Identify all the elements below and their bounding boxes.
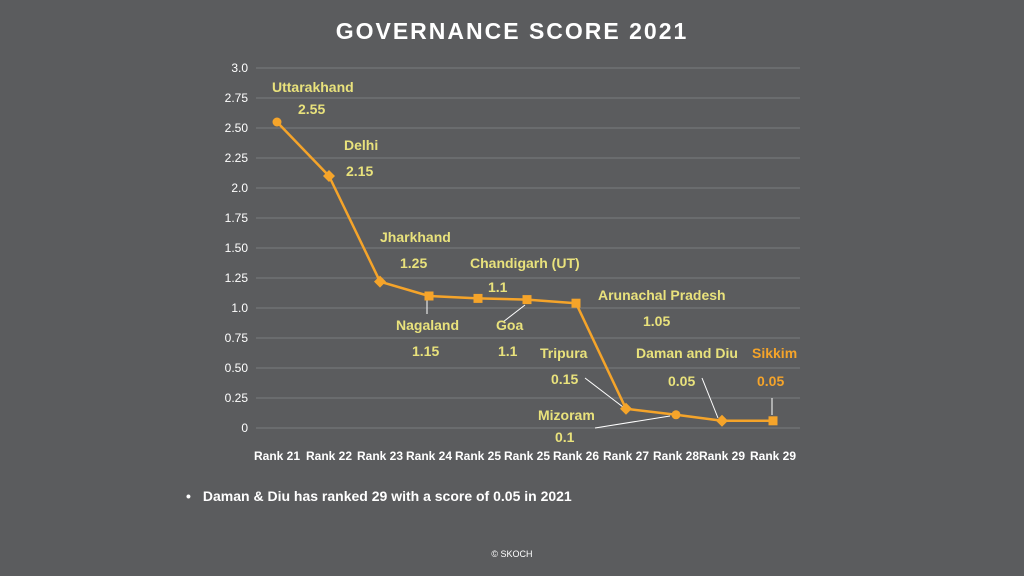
data-point xyxy=(323,170,335,182)
point-value-label: 2.55 xyxy=(298,101,325,117)
x-tick-label: Rank 25 xyxy=(455,449,501,463)
point-value-label: 2.15 xyxy=(346,163,373,179)
point-value-label: 0.05 xyxy=(668,373,695,389)
point-value-label: 0.05 xyxy=(757,373,784,389)
leader-line xyxy=(594,415,671,429)
y-tick-label: 0.50 xyxy=(225,361,249,375)
x-tick-label: Rank 24 xyxy=(406,449,452,463)
point-name-label: Goa xyxy=(496,317,523,333)
point-value-label: 1.25 xyxy=(400,255,427,271)
y-tick-label: 2.0 xyxy=(231,181,248,195)
x-tick-label: Rank 22 xyxy=(306,449,352,463)
point-name-label: Arunachal Pradesh xyxy=(598,287,726,303)
point-value-label: 1.1 xyxy=(488,279,508,295)
point-value-label: 0.15 xyxy=(551,371,578,387)
y-tick-label: 1.0 xyxy=(231,301,248,315)
y-tick-label: 2.75 xyxy=(225,91,249,105)
point-name-label: Mizoram xyxy=(538,407,595,423)
data-point xyxy=(620,402,632,415)
point-name-label: Jharkhand xyxy=(380,229,451,245)
data-point xyxy=(473,293,483,303)
y-tick-label: 0 xyxy=(241,421,248,435)
point-name-label: Nagaland xyxy=(396,317,459,333)
x-tick-label: Rank 29 xyxy=(750,449,796,463)
copyright-footer: © SKOCH xyxy=(491,549,533,559)
data-point xyxy=(571,298,581,308)
x-tick-label: Rank 23 xyxy=(357,449,403,463)
y-tick-label: 3.0 xyxy=(231,61,248,75)
governance-line-chart: 0 0.25 0.50 0.75 1.0 1.25 1.50 1.75 2.0 2.25 2.50 2… xyxy=(225,61,800,463)
data-point xyxy=(671,410,681,420)
point-value-label: 1.15 xyxy=(412,343,439,359)
leader-line xyxy=(701,377,719,419)
point-value-label: 0.1 xyxy=(555,429,575,445)
x-tick-label: Rank 27 xyxy=(603,449,649,463)
point-value-label: 1.1 xyxy=(498,343,518,359)
x-tick-label: Rank 25 xyxy=(504,449,550,463)
leader-line xyxy=(502,304,526,323)
point-name-label: Sikkim xyxy=(752,345,797,361)
point-name-label: Chandigarh (UT) xyxy=(470,255,580,271)
data-point xyxy=(716,414,728,427)
point-name-label: Daman and Diu xyxy=(636,345,738,361)
data-point xyxy=(272,117,282,127)
point-name-label: Tripura xyxy=(540,345,588,361)
x-tick-label: Rank 29 xyxy=(699,449,745,463)
bullet-text: Daman & Diu has ranked 29 with a score o… xyxy=(202,488,572,504)
y-tick-label: 2.25 xyxy=(225,151,249,165)
y-tick-label: 1.50 xyxy=(225,241,249,255)
y-tick-label: 2.50 xyxy=(225,121,249,135)
x-tick-label: Rank 21 xyxy=(254,449,300,463)
point-name-label: Uttarakhand xyxy=(272,79,354,95)
point-value-label: 1.05 xyxy=(643,313,670,329)
data-point xyxy=(522,295,532,305)
y-tick-label: 0.75 xyxy=(225,331,249,345)
y-tick-label: 1.75 xyxy=(225,211,249,225)
bullet-dot: • xyxy=(186,488,191,504)
chart-title: GOVERNANCE SCORE 2021 xyxy=(335,18,689,44)
point-name-label: Delhi xyxy=(344,137,378,153)
y-tick-label: 0.25 xyxy=(225,391,249,405)
y-tick-label: 1.25 xyxy=(225,271,249,285)
leader-line xyxy=(584,377,624,408)
x-tick-label: Rank 26 xyxy=(553,449,599,463)
data-point xyxy=(374,275,386,288)
x-tick-label: Rank 28 xyxy=(653,449,699,463)
bullet-note: • Daman & Diu has ranked 29 with a score … xyxy=(186,488,572,504)
data-point xyxy=(424,291,434,301)
data-point xyxy=(768,416,778,426)
